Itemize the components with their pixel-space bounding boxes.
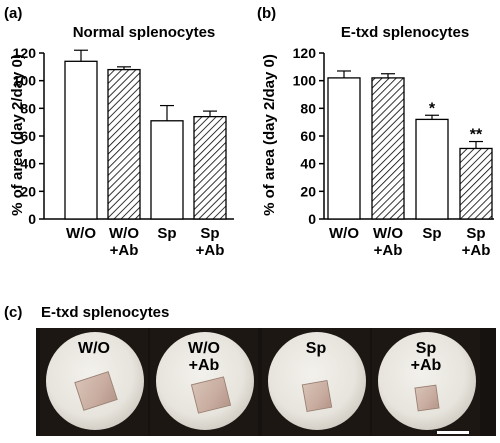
- panel-c-tag: (c): [4, 304, 22, 321]
- bar: [107, 68, 141, 220]
- x-tick-label: Sp +Ab: [462, 225, 491, 259]
- chart-a-title: Normal splenocytes: [73, 24, 216, 41]
- y-tick-label: 100: [13, 73, 37, 89]
- sample-tissue: [301, 379, 333, 413]
- panel-c-title: E-txd splenocytes: [41, 304, 169, 321]
- significance-marker: *: [429, 100, 436, 117]
- x-tick-label: W/O: [329, 225, 359, 242]
- bar: [193, 115, 227, 220]
- chart-b-title: E-txd splenocytes: [341, 24, 469, 41]
- dish-label-sp-ab: Sp +Ab: [410, 340, 442, 374]
- dish-label-wo-ab: W/O +Ab: [188, 340, 220, 374]
- chart-a-ylabel: % of area (day 2/day 0): [9, 54, 26, 216]
- bar: [415, 118, 449, 220]
- y-tick-label: 0: [28, 211, 36, 227]
- chart-b-marks: 0 20 40 60 80 100 120 W/O W/O +Ab * Sp ** Sp +Ab: [293, 45, 494, 259]
- dish-photo-sp-ab: Sp +Ab: [372, 328, 480, 436]
- significance-marker: **: [470, 127, 483, 144]
- y-tick-label: 40: [20, 156, 36, 172]
- y-tick-label: 80: [20, 100, 36, 116]
- bar: [64, 60, 98, 220]
- y-tick-label: 100: [293, 73, 317, 89]
- x-tick-label: W/O: [66, 225, 96, 242]
- y-tick-label: 120: [293, 45, 317, 61]
- y-tick-label: 60: [300, 128, 316, 144]
- dish-well: [378, 332, 476, 430]
- x-tick-label: W/O +Ab: [373, 225, 403, 259]
- dish-photo-wo-ab: W/O +Ab: [150, 328, 258, 436]
- dish-label-sp: Sp: [305, 340, 327, 357]
- x-tick-label: Sp +Ab: [196, 225, 225, 259]
- dish-photo-wo: W/O: [40, 328, 148, 436]
- photo-strip: W/O W/O +Ab Sp Sp +Ab: [36, 328, 496, 436]
- panel-b-tag: (b): [257, 5, 276, 22]
- sample-tissue: [414, 384, 440, 412]
- y-tick-label: 60: [20, 128, 36, 144]
- x-tick-label: W/O +Ab: [109, 225, 139, 259]
- bar: [327, 77, 361, 220]
- dish-photo-sp: Sp: [262, 328, 370, 436]
- chart-a-marks: 0 20 40 60 80 100 120 W/O W/O +Ab Sp Sp +Ab: [13, 45, 234, 259]
- y-tick-label: 0: [308, 211, 316, 227]
- y-tick-label: 120: [13, 45, 37, 61]
- panel-a-tag: (a): [4, 5, 22, 22]
- scale-bar: [437, 431, 469, 434]
- x-tick-label: Sp: [157, 225, 176, 242]
- chart-b-ylabel: % of area (day 2/day 0): [261, 54, 278, 216]
- bar: [459, 147, 493, 220]
- chart-etxd-splenocytes: E-txd splenocytes % of area (day 2/day 0…: [261, 24, 494, 259]
- chart-normal-splenocytes: Normal splenocytes % of area (day 2/day …: [9, 24, 234, 259]
- bar: [150, 120, 184, 220]
- dish-label-wo: W/O: [78, 340, 110, 357]
- y-tick-label: 80: [300, 100, 316, 116]
- bar: [371, 77, 405, 220]
- x-tick-label: Sp: [422, 225, 441, 242]
- y-tick-label: 20: [20, 183, 36, 199]
- y-tick-label: 20: [300, 183, 316, 199]
- y-tick-label: 40: [300, 156, 316, 172]
